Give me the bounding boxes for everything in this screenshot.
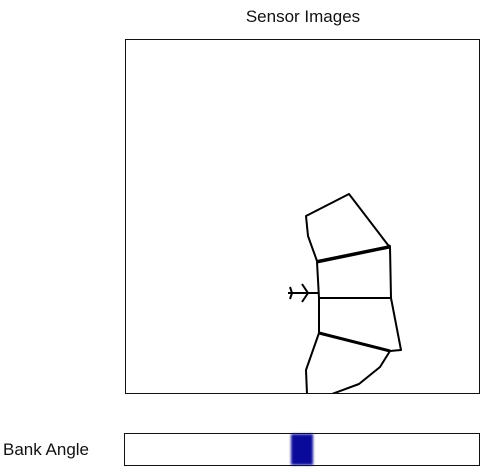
- airplane-icon: [288, 283, 319, 303]
- terrain-cell-upper-middle: [316, 245, 392, 299]
- bank-angle-bar: [124, 433, 480, 466]
- sensor-image-canvas: [288, 193, 402, 393]
- bank-angle-label: Bank Angle: [3, 440, 90, 459]
- sensor-images-title: Sensor Images: [245, 7, 361, 26]
- terrain-cell-top: [305, 193, 391, 262]
- terrain-cell-bottom: [305, 332, 391, 393]
- sensor-image-view: [125, 39, 480, 394]
- bank-angle-indicator: [291, 434, 313, 465]
